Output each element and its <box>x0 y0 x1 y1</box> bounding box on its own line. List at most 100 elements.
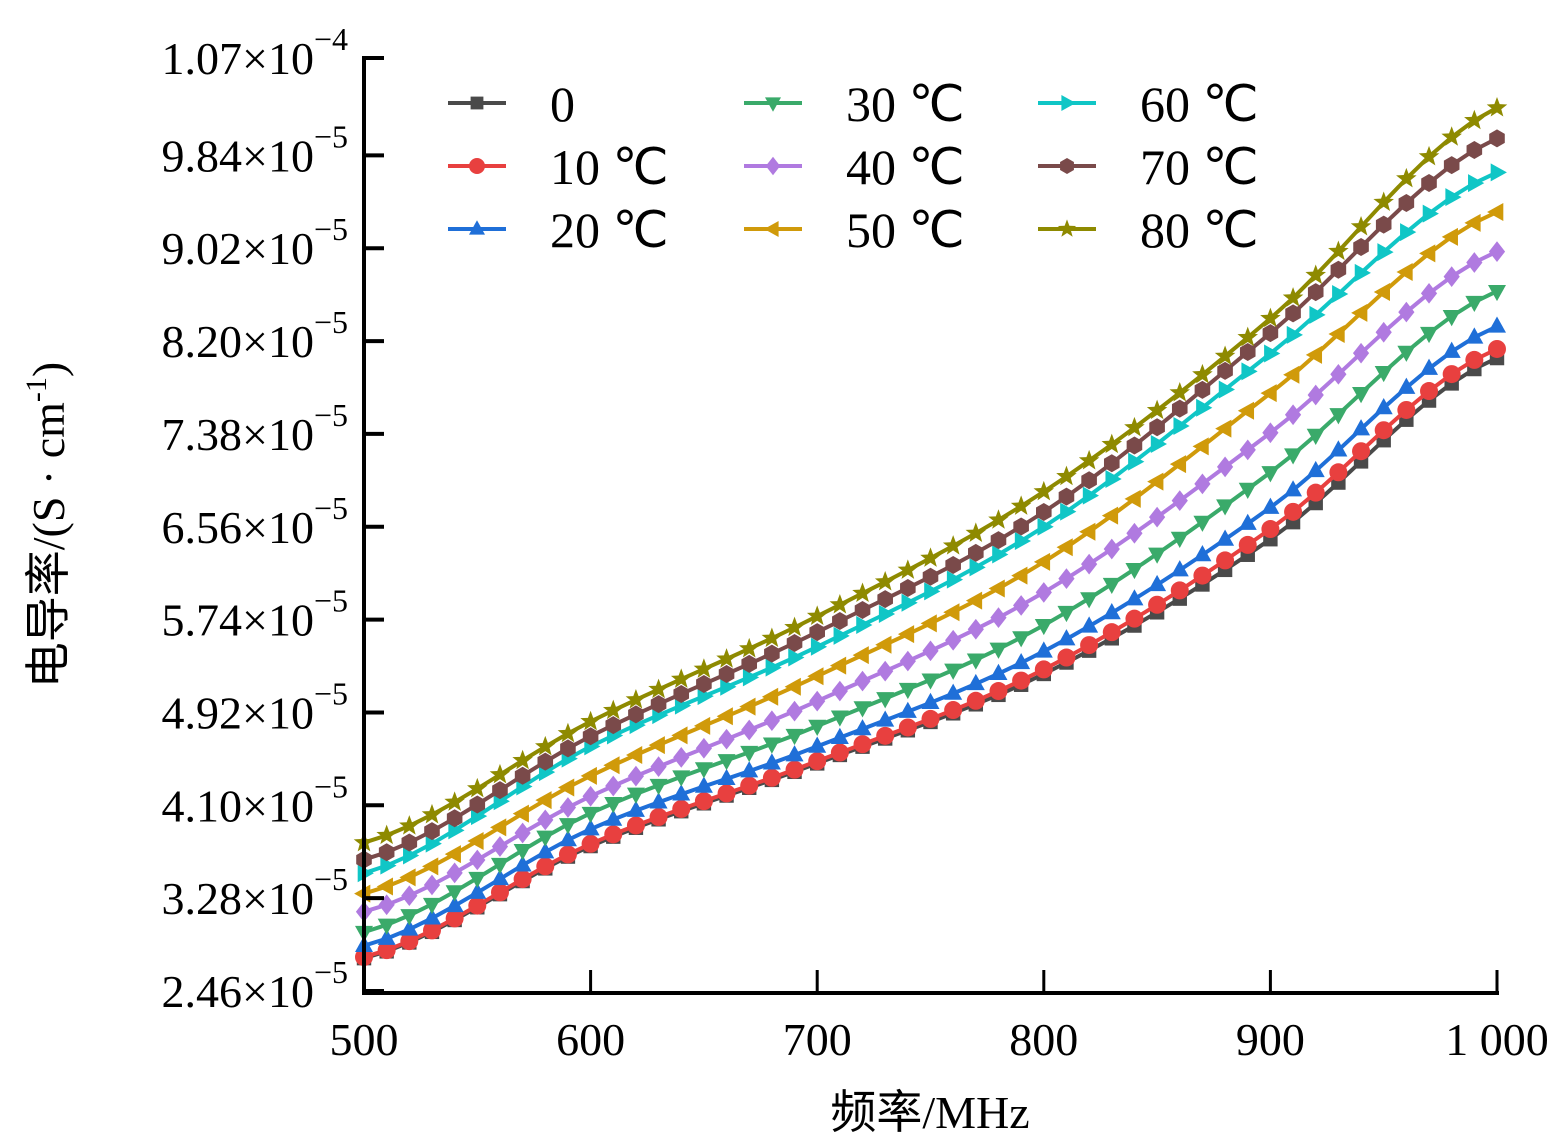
series-marker <box>468 871 487 889</box>
series-marker <box>648 736 665 755</box>
series-marker <box>695 737 712 759</box>
series-marker <box>1351 303 1368 322</box>
series-marker <box>536 857 555 876</box>
series-marker <box>830 727 849 744</box>
series-marker <box>1237 326 1259 347</box>
x-tick-label: 1 000 <box>1445 1014 1549 1065</box>
series-marker <box>1149 506 1166 528</box>
series-marker <box>1397 377 1416 394</box>
series-marker <box>1352 442 1371 461</box>
series-marker <box>761 687 779 706</box>
series-marker <box>1329 408 1348 425</box>
y-tick-mantissa: 4.10×10 <box>162 780 314 831</box>
y-axis-title: 电导率/(S · cm-1) <box>20 362 74 689</box>
series-marker <box>1422 204 1439 223</box>
series-marker <box>901 593 918 612</box>
series-marker <box>425 834 442 853</box>
series-marker <box>1332 285 1349 304</box>
legend: 0 10 ℃ 20 ℃ 30 ℃ 40 ℃ 50 ℃ 60 ℃ 70 ℃ 80 ℃ <box>448 76 1259 258</box>
series-marker <box>605 775 622 797</box>
legend-label: 50 ℃ <box>846 202 965 258</box>
legend-label: 70 ℃ <box>1140 139 1259 195</box>
series-marker <box>765 658 782 677</box>
series-marker <box>514 822 531 844</box>
series-marker <box>1421 174 1437 193</box>
series-marker <box>716 648 737 668</box>
series-marker <box>717 754 736 771</box>
series-marker <box>537 752 554 771</box>
series-marker <box>581 834 600 853</box>
series-marker <box>492 781 508 800</box>
series-marker <box>1239 439 1256 461</box>
series-marker <box>491 836 509 857</box>
series-marker <box>1194 473 1211 495</box>
series-marker <box>536 842 555 859</box>
series-marker <box>1396 263 1413 282</box>
legend-marker <box>469 158 485 174</box>
series-5 <box>354 202 1504 903</box>
series-marker <box>1374 421 1393 440</box>
series-marker <box>1078 449 1100 470</box>
series-marker <box>739 697 756 716</box>
series-marker <box>582 785 599 807</box>
series-marker <box>829 656 847 675</box>
series-marker <box>1284 404 1302 426</box>
y-tick-exponent: −5 <box>314 861 348 897</box>
series-marker <box>1239 342 1256 361</box>
series-marker <box>717 768 736 786</box>
series-marker <box>988 509 1009 529</box>
series-4 <box>355 241 1506 923</box>
series-marker <box>989 682 1008 701</box>
series-marker <box>990 607 1007 629</box>
series-marker <box>762 753 781 770</box>
series-marker <box>718 664 735 683</box>
y-tick-label: 2.46×10−5 <box>162 954 349 1017</box>
series-marker <box>650 695 667 714</box>
series-marker <box>1306 428 1325 445</box>
series-marker <box>785 728 804 746</box>
legend-marker <box>470 96 484 110</box>
series-marker <box>1466 141 1483 160</box>
series-marker <box>741 719 758 741</box>
series-marker <box>580 710 601 731</box>
series-marker <box>1284 480 1303 497</box>
series-marker <box>1374 398 1393 415</box>
legend-marker <box>764 221 779 237</box>
series-marker <box>830 743 849 762</box>
series-marker <box>1261 520 1280 539</box>
series-marker <box>1125 589 1144 606</box>
series-marker <box>852 582 873 603</box>
series-marker <box>946 570 964 589</box>
y-tick-exponent: −5 <box>314 304 348 340</box>
series-marker <box>626 816 645 835</box>
x-axis-title: 频率/MHz <box>830 1087 1029 1138</box>
series-marker <box>1010 495 1032 515</box>
y-tick-label: 1.07×10−4 <box>162 21 349 84</box>
series-marker <box>1373 283 1390 302</box>
legend-item: 60 ℃ <box>1038 76 1259 132</box>
series-marker <box>1261 466 1280 483</box>
series-marker <box>1352 419 1371 436</box>
series-marker <box>898 718 917 737</box>
series-marker <box>558 829 577 847</box>
legend-label: 30 ℃ <box>846 76 965 132</box>
y-tick-mantissa: 4.92×10 <box>162 687 314 738</box>
series-marker <box>400 909 419 926</box>
series-marker <box>1033 480 1055 501</box>
series-marker <box>1215 419 1232 438</box>
series-marker <box>1464 109 1485 130</box>
series-marker <box>694 792 713 811</box>
y-tick-label: 5.74×10−5 <box>162 583 349 646</box>
series-marker <box>945 629 962 651</box>
series-marker <box>1170 531 1189 548</box>
y-tick-exponent: −5 <box>314 954 348 990</box>
series-marker <box>785 745 804 762</box>
series-marker <box>943 603 960 622</box>
series-marker <box>1034 618 1053 636</box>
series-marker <box>1237 401 1255 420</box>
series-marker <box>829 593 851 614</box>
y-tick-label: 9.84×10−5 <box>162 118 349 181</box>
series-marker <box>1169 381 1191 402</box>
series-marker <box>1126 522 1143 544</box>
y-tick-label: 7.38×10−5 <box>162 397 349 460</box>
